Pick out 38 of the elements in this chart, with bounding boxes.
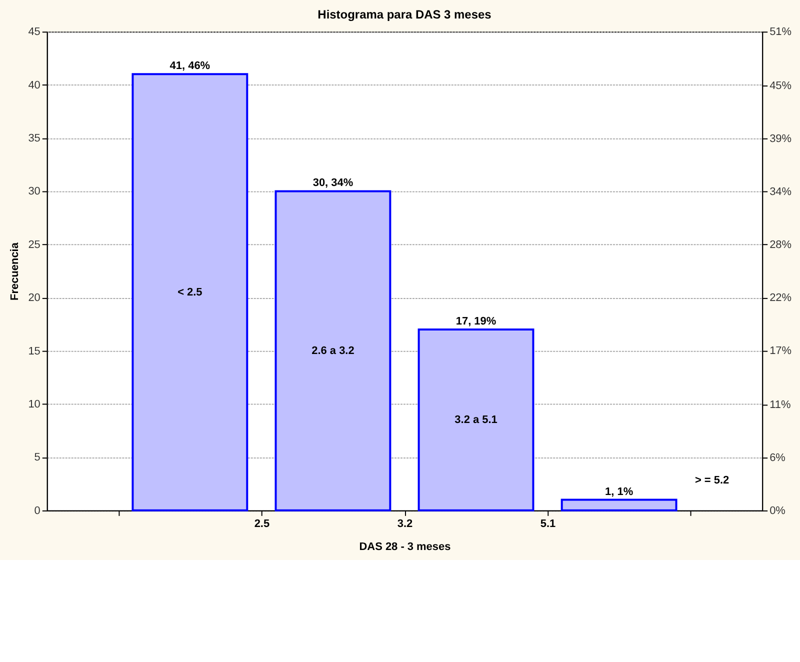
- y-tick-label: 45: [28, 26, 40, 38]
- annotation: 3.2 a 5.1: [454, 414, 498, 426]
- y-tick-label: 25: [28, 238, 40, 251]
- annotation: 2.6 a 3.2: [312, 344, 354, 357]
- y2-tick-label: 17%: [770, 345, 792, 357]
- y-tick-label: 0: [34, 504, 40, 517]
- bar: [274, 190, 392, 512]
- annotation: < 2.5: [178, 286, 202, 298]
- y-axis-title: Frecuencia: [9, 242, 22, 300]
- y2-tick-label: 22%: [770, 292, 792, 304]
- y2-tick-label: 6%: [770, 452, 786, 464]
- bar: [132, 73, 248, 512]
- x-axis-title: DAS 28 - 3 meses: [359, 540, 451, 553]
- data-label: 17, 19%: [456, 316, 496, 328]
- y-tick-label: 5: [34, 452, 40, 464]
- data-label: 1, 1%: [605, 486, 634, 498]
- annotation: > = 5.2: [694, 474, 730, 487]
- y-tick-label: 10: [28, 398, 40, 411]
- chart-title: Histograma para DAS 3 meses: [318, 8, 492, 22]
- data-label: 30, 34%: [312, 177, 354, 190]
- y-tick-label: 20: [28, 292, 40, 304]
- y-tick-label: 40: [28, 79, 40, 92]
- y-tick-label: 30: [28, 186, 40, 198]
- y2-tick-label: 45%: [770, 80, 792, 92]
- data-label: 41, 46%: [170, 60, 210, 72]
- text: 3.2: [397, 518, 413, 530]
- bar: [560, 498, 678, 512]
- y2-tick-label: 39%: [770, 133, 792, 146]
- y2-tick-label: 11%: [770, 398, 791, 411]
- y2-tick-label: 34%: [770, 186, 792, 198]
- bar: [418, 328, 534, 512]
- y-tick-label: 35: [28, 132, 40, 145]
- y2-tick-label: 51%: [770, 26, 792, 38]
- y2-tick-label: 28%: [770, 239, 792, 252]
- text: 2.5: [254, 518, 270, 530]
- y2-tick-label: 0%: [770, 504, 786, 517]
- y-tick-label: 15: [28, 345, 40, 358]
- text: 5.1: [540, 518, 556, 530]
